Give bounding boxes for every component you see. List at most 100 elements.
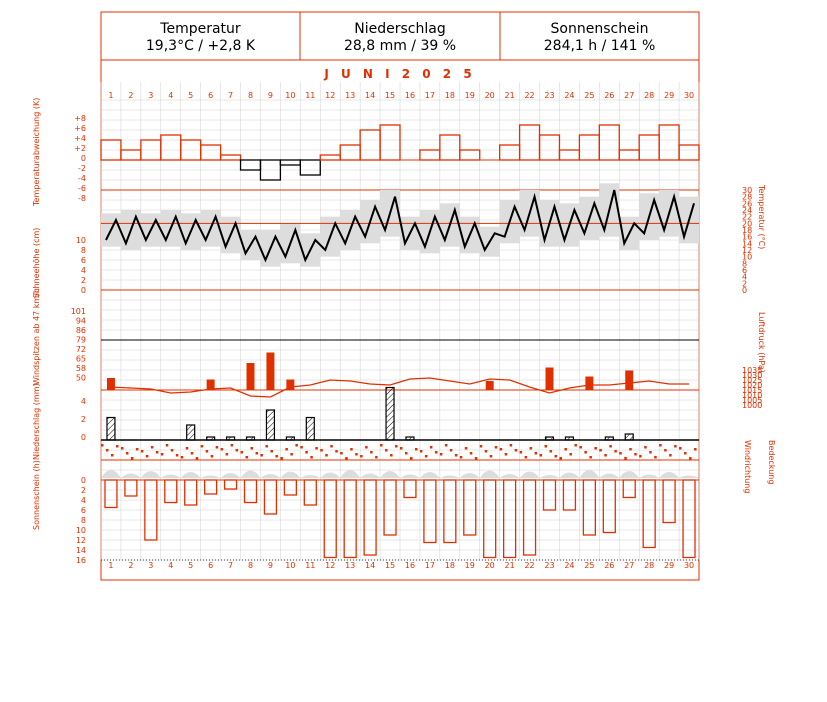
wind-gust-bar xyxy=(206,379,215,390)
day-label-top: 28 xyxy=(644,91,654,100)
wind-direction-marker xyxy=(375,456,378,459)
pressure-tick-label: 1005 xyxy=(742,396,762,405)
pressure-tick-label: 1000 xyxy=(742,401,762,410)
wind-direction-marker xyxy=(230,444,234,447)
wind-direction-marker xyxy=(305,451,308,454)
temperature-tick-label: 16 xyxy=(742,233,752,242)
wind-direction-marker xyxy=(674,445,677,448)
pressure-tick-label: 1015 xyxy=(742,386,762,395)
sunshine-tick-label: 4 xyxy=(81,496,86,505)
anomaly-bar xyxy=(219,154,242,161)
wind-gust-bar xyxy=(545,367,554,390)
wind-direction-marker xyxy=(300,446,303,449)
sunshine-tick-label: 16 xyxy=(76,556,86,565)
wind-direction-marker xyxy=(185,447,189,450)
wind-direction-marker xyxy=(330,445,333,448)
wind-direction-marker xyxy=(509,444,513,447)
day-label-bottom: 9 xyxy=(268,561,273,570)
day-label-bottom: 4 xyxy=(168,561,173,570)
day-label-top: 13 xyxy=(345,91,355,100)
wind-direction-marker xyxy=(135,448,139,451)
wind-direction-marker xyxy=(265,445,268,448)
day-label-bottom: 5 xyxy=(188,561,193,570)
day-label-top: 18 xyxy=(445,91,455,100)
day-label-bottom: 26 xyxy=(604,561,614,570)
wind-direction-marker xyxy=(534,452,538,455)
day-label-bottom: 28 xyxy=(644,561,654,570)
wind-direction-marker xyxy=(365,446,368,449)
sunshine-bar xyxy=(223,479,238,490)
cloud-cover-area xyxy=(220,473,241,478)
cloud-cover-area xyxy=(479,470,500,478)
wind-direction-marker xyxy=(405,452,408,455)
anomaly-bar xyxy=(239,159,262,171)
cloud-cover-area xyxy=(619,471,640,478)
wind-direction-marker xyxy=(504,453,508,456)
temperature-tick-label: 26 xyxy=(742,199,752,208)
cloud-cover-area xyxy=(659,472,680,478)
anomaly-bar xyxy=(618,149,640,161)
cloud-cover-area xyxy=(539,475,560,478)
wind-direction-marker xyxy=(275,455,278,458)
sunshine-bar xyxy=(602,479,616,534)
day-label-top: 25 xyxy=(584,91,594,100)
wind-direction-marker xyxy=(454,454,458,457)
day-label-top: 30 xyxy=(684,91,694,100)
anomaly-bar xyxy=(120,149,142,161)
snow-tick-label: 2 xyxy=(81,276,86,285)
day-label-bottom: 7 xyxy=(228,561,233,570)
cloud-cover-area xyxy=(340,470,361,478)
anomaly-tick-label: +8 xyxy=(74,114,86,123)
day-label-top: 19 xyxy=(465,91,475,100)
anomaly-bar xyxy=(200,144,222,161)
day-label-bottom: 18 xyxy=(445,561,455,570)
wind-direction-marker xyxy=(120,447,124,450)
precip-bar xyxy=(405,436,415,441)
wind-direction-marker xyxy=(559,457,562,460)
cloud-cover-area xyxy=(559,472,580,478)
sunshine-bar xyxy=(164,479,178,504)
wind-direction-marker xyxy=(130,457,134,460)
anomaly-bar xyxy=(339,144,361,161)
wind-direction-marker xyxy=(415,448,418,451)
wind-direction-marker xyxy=(694,448,697,451)
anomaly-bar xyxy=(558,149,581,161)
day-label-bottom: 19 xyxy=(465,561,475,570)
cloud-cover-area xyxy=(499,474,520,478)
day-label-top: 8 xyxy=(248,91,253,100)
anomaly-tick-label: -6 xyxy=(78,184,86,193)
wind-gust-bar xyxy=(106,378,115,390)
wind-direction-marker xyxy=(489,455,493,458)
cloud-cover-area xyxy=(300,475,321,478)
header-value: 28,8 mm / 39 % xyxy=(343,38,457,54)
wind-direction-marker xyxy=(111,454,114,457)
sunshine-bar xyxy=(323,479,337,559)
anomaly-bar xyxy=(638,134,660,161)
wind-direction-marker xyxy=(360,455,363,458)
day-label-bottom: 16 xyxy=(405,561,415,570)
pressure-series-line xyxy=(110,377,690,398)
wind-direction-marker xyxy=(549,450,553,453)
day-label-bottom: 29 xyxy=(664,561,674,570)
wind-direction-marker xyxy=(429,446,433,449)
snow-tick-label: 10 xyxy=(76,236,86,245)
anomaly-bar xyxy=(379,124,401,161)
wind-direction-marker xyxy=(235,449,239,452)
wind-direction-marker xyxy=(639,455,642,458)
cloud-cover-area xyxy=(180,472,201,478)
sunshine-tick-label: 12 xyxy=(76,536,86,545)
temperature-tick-label: 4 xyxy=(742,273,747,282)
day-label-bottom: 22 xyxy=(524,561,534,570)
precip-bar xyxy=(225,436,236,441)
wind-direction-marker xyxy=(609,445,612,448)
wind-direction-marker xyxy=(335,450,338,453)
day-label-bottom: 12 xyxy=(325,561,335,570)
wind-direction-marker xyxy=(345,457,348,460)
cloud-cover-area xyxy=(519,471,540,478)
wind-direction-marker xyxy=(524,456,528,459)
day-label-top: 15 xyxy=(385,91,395,100)
sunshine-bar xyxy=(503,479,517,559)
cloud-cover-area xyxy=(579,470,600,478)
header-title: Niederschlag xyxy=(354,21,446,37)
wind-gust-bar xyxy=(625,370,634,390)
